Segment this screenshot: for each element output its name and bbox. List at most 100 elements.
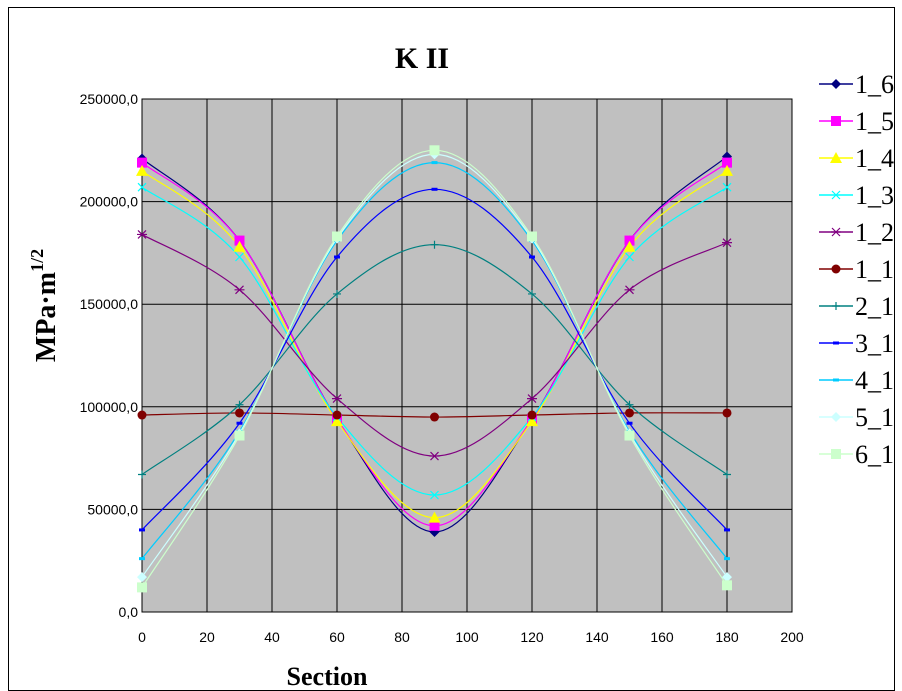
data-point-6_1 [429, 145, 440, 156]
data-point-1_4 [428, 511, 441, 523]
x-tick-label: 0 [138, 629, 146, 645]
data-point-1_5 [234, 235, 245, 246]
legend-marker-1_6 [831, 79, 841, 89]
data-point-1_5 [137, 157, 147, 168]
legend-label-3_1: 3_1 [855, 329, 894, 358]
data-point-2_1 [333, 289, 341, 298]
legend-marker-2_1 [832, 302, 840, 310]
data-point-1_2 [332, 394, 342, 404]
data-point-4_1 [431, 161, 438, 165]
y-tick-label: 100000,0 [80, 399, 139, 415]
y-tick-label: 50000,0 [87, 501, 138, 517]
legend-label-1_3: 1_3 [855, 181, 894, 210]
legend-label-1_2: 1_2 [855, 218, 894, 247]
legend-label-5_1: 5_1 [855, 403, 894, 432]
y-axis-label: MPa·m1/2 [27, 249, 62, 362]
data-point-3_1 [431, 187, 438, 191]
data-point-4_1 [139, 557, 145, 561]
chart-frame: 0 20 40 60 80 100 120 140 160 180 200 0,0 50000,0 100… [8, 7, 895, 691]
data-point-3_1 [626, 421, 633, 425]
data-point-3_1 [529, 255, 535, 259]
data-point-1_5 [429, 520, 440, 531]
data-point-1_1 [430, 412, 439, 422]
data-point-5_1 [722, 572, 732, 583]
y-axis-label-superscript: 1/2 [27, 249, 47, 272]
data-point-1_4 [526, 415, 538, 427]
legend-marker-1_2 [831, 227, 841, 237]
x-tick-label: 140 [585, 629, 609, 645]
data-point-1_4 [331, 415, 343, 427]
legend-marker-1_3 [831, 190, 841, 200]
data-point-1_3 [430, 490, 439, 500]
x-tick-label: 180 [715, 629, 739, 645]
legend-label-1_6: 1_6 [855, 70, 894, 99]
data-point-1_4 [721, 164, 733, 176]
data-point-1_3 [625, 252, 634, 262]
legend-marker-5_1 [831, 412, 841, 422]
data-point-1_4 [623, 240, 636, 252]
data-point-1_5 [624, 235, 635, 246]
data-point-1_1 [235, 408, 244, 418]
y-tick-label: 0,0 [119, 604, 139, 620]
data-point-1_2 [624, 285, 635, 295]
data-point-1_1 [625, 408, 634, 418]
data-point-4_1 [724, 557, 730, 561]
x-tick-label: 200 [780, 629, 804, 645]
data-point-1_1 [527, 410, 537, 420]
x-tick-label: 20 [199, 629, 215, 645]
data-point-1_4 [136, 164, 148, 176]
x-tick-label: 60 [329, 629, 345, 645]
data-point-6_1 [137, 582, 147, 593]
data-point-1_2 [722, 238, 732, 248]
legend-label-2_1: 2_1 [855, 292, 894, 321]
y-tick-label: 250000,0 [80, 91, 139, 107]
data-point-2_1 [235, 400, 244, 409]
data-point-5_1 [137, 572, 147, 583]
data-point-1_5 [722, 157, 732, 168]
y-tick-label: 200000,0 [80, 194, 139, 210]
data-point-6_1 [527, 231, 537, 242]
legend-label-4_1: 4_1 [855, 366, 894, 395]
data-point-1_2 [137, 230, 147, 239]
data-point-1_2 [429, 451, 440, 461]
data-point-1_1 [722, 408, 732, 418]
y-tick-label: 150000,0 [80, 296, 139, 312]
x-tick-label: 120 [520, 629, 544, 645]
data-point-1_3 [137, 182, 147, 192]
data-point-6_1 [722, 580, 732, 591]
x-tick-label: 80 [394, 629, 410, 645]
data-point-1_4 [233, 240, 246, 252]
legend-marker-1_4 [830, 152, 842, 163]
data-point-1_1 [137, 410, 147, 420]
data-point-1_1 [332, 410, 342, 420]
data-point-3_1 [334, 255, 340, 259]
legend-marker-1_5 [831, 116, 841, 126]
legend-label-1_4: 1_4 [855, 144, 894, 173]
x-tick-label: 40 [264, 629, 280, 645]
legend-marker-4_1 [833, 378, 839, 382]
legend-label-6_1: 6_1 [855, 440, 894, 469]
x-axis-label: Section [287, 662, 368, 691]
chart-svg: 0 20 40 60 80 100 120 140 160 180 200 0,0 50000,0 100… [27, 42, 894, 691]
chart-title: K II [395, 42, 449, 75]
data-point-1_2 [527, 394, 537, 404]
data-point-2_1 [625, 400, 634, 409]
data-point-6_1 [234, 430, 245, 441]
legend-marker-6_1 [831, 449, 841, 459]
data-point-6_1 [624, 430, 635, 441]
data-point-3_1 [724, 528, 730, 532]
data-point-3_1 [139, 528, 145, 532]
legend-label-1_1: 1_1 [855, 255, 894, 284]
data-point-2_1 [138, 470, 146, 479]
data-point-1_3 [722, 182, 732, 192]
legend-marker-1_1 [831, 264, 841, 274]
data-point-2_1 [528, 289, 536, 298]
data-point-1_2 [234, 285, 245, 295]
legend-marker-3_1 [833, 341, 839, 345]
data-point-1_3 [235, 252, 244, 262]
legend-label-1_5: 1_5 [855, 107, 894, 136]
x-tick-label: 100 [455, 629, 479, 645]
data-point-2_1 [723, 470, 731, 479]
data-point-3_1 [236, 421, 243, 425]
x-tick-label: 160 [650, 629, 674, 645]
